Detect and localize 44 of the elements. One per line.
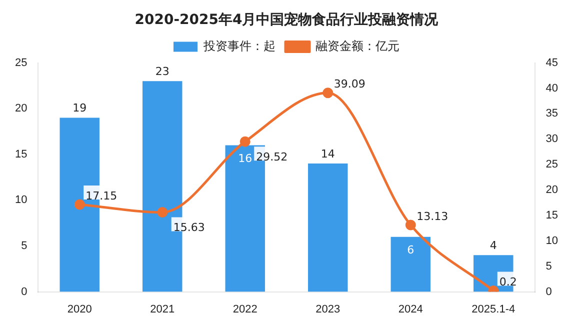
legend-label: 融资金额：亿元: [316, 38, 400, 53]
y2-tick-label: 35: [546, 108, 558, 120]
bar: [308, 164, 348, 292]
y2-tick-label: 0: [546, 286, 552, 298]
y-tick-label: 15: [14, 148, 28, 160]
y2-tick-label: 45: [546, 56, 558, 69]
data-label: 0.2: [499, 276, 517, 289]
x-tick-label: 2022: [232, 303, 258, 316]
y2-tick-label: 10: [546, 234, 558, 247]
x-tick-label: 2021: [150, 303, 175, 316]
x-tick-label: 2020: [67, 303, 92, 316]
y-tick-label: 0: [21, 286, 28, 298]
y2-tick-label: 5: [546, 260, 552, 272]
y2-tick-label: 30: [546, 133, 558, 146]
point: [405, 220, 416, 230]
y2-tick-label: 25: [546, 158, 558, 171]
y2-tick-label: 40: [546, 82, 558, 94]
data-label: 4: [490, 239, 497, 252]
x-tick-label: 2023: [316, 303, 340, 316]
chart-title: 2020-2025年4月中国宠物食品行业投融资情况: [134, 11, 440, 28]
data-label: 17.15: [86, 189, 118, 202]
y-tick-label: 10: [14, 194, 28, 206]
point: [157, 207, 168, 218]
data-label: 39.09: [334, 78, 366, 91]
y2-tick-label: 20: [546, 184, 558, 196]
point: [74, 199, 85, 210]
data-label: 13.13: [416, 210, 448, 223]
y-tick-label: 25: [14, 56, 28, 69]
data-label: 19: [72, 102, 87, 115]
y2-tick-label: 15: [546, 210, 558, 222]
data-label: 14: [320, 147, 335, 160]
legend-label: 投资事件：起: [202, 38, 276, 53]
bar: [390, 236, 430, 292]
y-tick-label: 20: [14, 102, 28, 115]
x-tick-label: 2024: [398, 303, 423, 316]
x-tick-label: 2025.1-4: [472, 303, 516, 316]
y-tick-label: 5: [21, 240, 28, 252]
point: [322, 88, 334, 98]
data-label: 29.52: [256, 150, 288, 164]
data-label: 6: [407, 244, 414, 257]
data-label: 16: [238, 152, 252, 166]
data-label: 15.63: [173, 221, 205, 234]
point: [240, 136, 250, 147]
data-label: 23: [155, 64, 170, 78]
